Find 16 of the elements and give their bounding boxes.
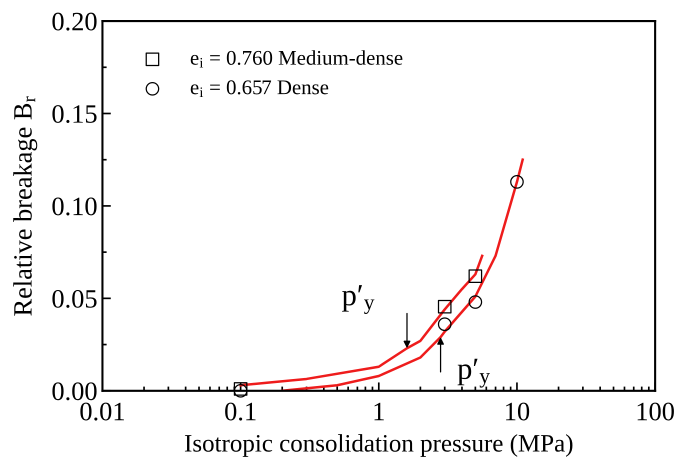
- y-tick-label: 0.10: [52, 198, 97, 216]
- legend-label: e$_{i}$ = 0.760 Medium-dense: [190, 50, 402, 68]
- annotation: p′$_{y}$: [458, 358, 490, 388]
- y-axis-title: Relative breakage B$_{r}$: [13, 96, 38, 316]
- legend-label: e$_{i}$ = 0.657 Dense: [190, 80, 328, 98]
- x-tick-label: 1: [374, 402, 384, 420]
- x-axis-title: Isotropic consolidation pressure (MPa): [184, 434, 572, 457]
- x-tick-label: 0.01: [80, 402, 124, 421]
- y-tick-label: 0.20: [52, 12, 97, 31]
- y-tick-label: 0.00: [52, 382, 97, 400]
- x-tick-label: 10: [506, 402, 530, 420]
- y-tick-label: 0.05: [52, 290, 97, 308]
- x-tick-label: 100: [638, 402, 674, 420]
- x-tick-label: 0.1: [225, 402, 256, 421]
- annotation: p′$_{y}$: [342, 285, 374, 314]
- y-tick-label: 0.15: [52, 105, 97, 124]
